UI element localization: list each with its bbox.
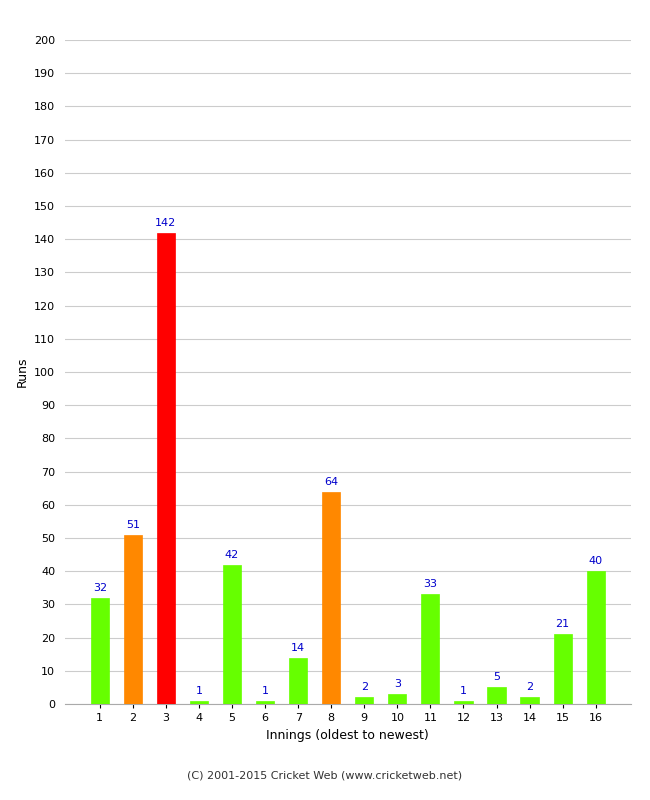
Text: 14: 14	[291, 642, 305, 653]
Bar	[388, 694, 406, 704]
Text: 33: 33	[423, 579, 437, 590]
Bar	[521, 698, 539, 704]
Bar	[124, 534, 142, 704]
Text: 2: 2	[361, 682, 368, 692]
X-axis label: Innings (oldest to newest): Innings (oldest to newest)	[266, 729, 429, 742]
Text: 2: 2	[526, 682, 533, 692]
Bar	[355, 698, 373, 704]
Bar	[322, 491, 341, 704]
Bar	[421, 594, 439, 704]
Text: 51: 51	[126, 520, 140, 530]
Bar	[454, 701, 473, 704]
Text: 64: 64	[324, 477, 338, 486]
Bar	[488, 687, 506, 704]
Bar	[586, 571, 605, 704]
Text: 40: 40	[589, 556, 603, 566]
Text: 3: 3	[394, 679, 401, 689]
Bar	[554, 634, 572, 704]
Bar	[91, 598, 109, 704]
Bar	[157, 233, 175, 704]
Text: 1: 1	[460, 686, 467, 696]
Bar	[223, 565, 241, 704]
Text: 1: 1	[261, 686, 268, 696]
Y-axis label: Runs: Runs	[16, 357, 29, 387]
Bar	[289, 658, 307, 704]
Bar	[256, 701, 274, 704]
Text: (C) 2001-2015 Cricket Web (www.cricketweb.net): (C) 2001-2015 Cricket Web (www.cricketwe…	[187, 770, 463, 780]
Text: 5: 5	[493, 673, 500, 682]
Text: 1: 1	[196, 686, 203, 696]
Text: 32: 32	[93, 582, 107, 593]
Text: 142: 142	[155, 218, 177, 227]
Text: 42: 42	[225, 550, 239, 559]
Text: 21: 21	[556, 619, 569, 630]
Bar	[190, 701, 208, 704]
